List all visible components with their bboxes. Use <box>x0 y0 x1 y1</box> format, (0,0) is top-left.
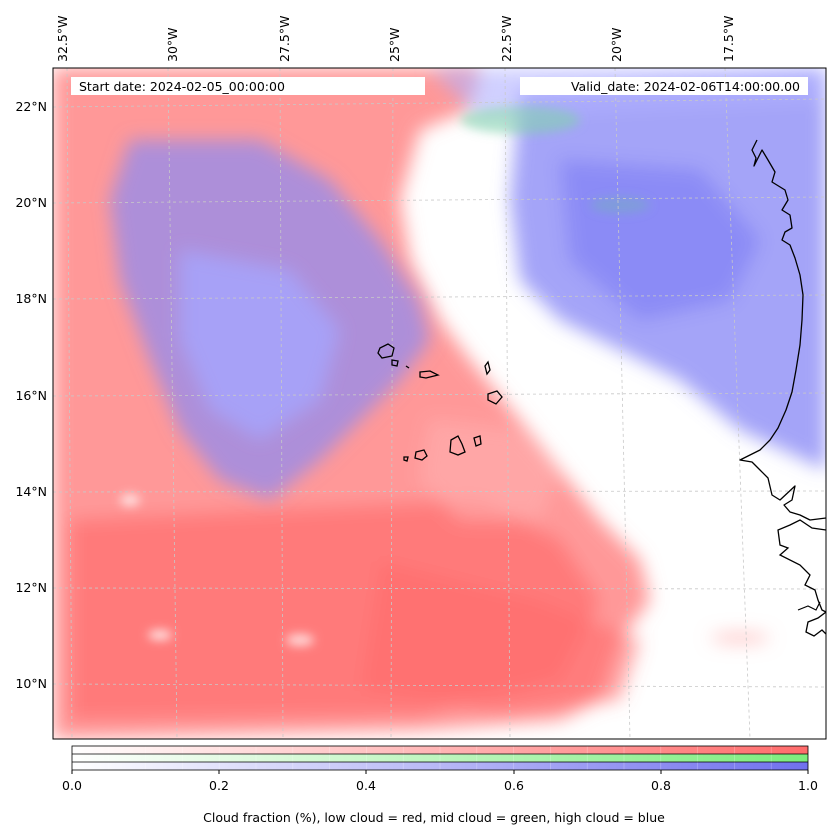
lat-label: 14°N <box>15 484 47 499</box>
island-sal <box>484 360 491 376</box>
colorbar-tick-label: 0.8 <box>651 778 671 793</box>
start-date-box <box>71 77 425 95</box>
lat-label: 10°N <box>15 676 47 691</box>
lon-label: 20°W <box>609 27 624 62</box>
latitude-labels: 22°N 20°N 18°N 16°N 14°N 12°N 10°N <box>15 99 47 691</box>
colorbar-high-cloud <box>72 762 808 770</box>
colorbar-frame <box>71 745 809 771</box>
lat-label: 22°N <box>15 99 47 114</box>
colorbar-tick-label: 0.2 <box>209 778 229 793</box>
colorbar-low-cloud <box>72 746 808 754</box>
island-boa-vista <box>487 390 503 405</box>
colorbar-tick-label: 0.4 <box>356 778 376 793</box>
mid-cloud-layer <box>460 106 650 213</box>
cloud-field <box>53 68 826 739</box>
lon-label: 22.5°W <box>499 16 514 62</box>
lat-label: 18°N <box>15 291 47 306</box>
clear-sky-layer <box>120 494 314 646</box>
valid-date-label: Valid_date: 2024-02-06T14:00:00.00 <box>571 79 800 94</box>
lon-label: 17.5°W <box>721 16 736 62</box>
colorbar-ticks: 0.0 0.2 0.4 0.6 0.8 1.0 <box>62 770 818 793</box>
island-santo-antao <box>377 343 395 359</box>
lat-label: 12°N <box>15 580 47 595</box>
island-maio <box>473 435 482 447</box>
island-brava <box>403 456 409 462</box>
lon-label: 27.5°W <box>277 16 292 62</box>
africa-coastline <box>739 139 826 521</box>
island-sao-nicolau <box>419 370 440 379</box>
colorbar-tick-label: 0.6 <box>504 778 524 793</box>
bissagos-islands <box>797 601 821 611</box>
colorbar: 0.0 0.2 0.4 0.6 0.8 1.0 Cloud fraction (… <box>62 745 818 825</box>
guinea-coastline <box>777 519 826 613</box>
island-sao-vicente <box>391 359 399 367</box>
island-fogo <box>414 449 428 461</box>
colorbar-title: Cloud fraction (%), low cloud = red, mid… <box>203 810 665 825</box>
lon-label: 25°W <box>387 27 402 62</box>
colorbar-tick-label: 0.0 <box>62 778 82 793</box>
map-panel: Start date: 2024-02-05_00:00:00 Valid_da… <box>52 67 827 740</box>
lon-label: 32.5°W <box>55 16 70 62</box>
sierra-leone-coastline <box>805 611 826 637</box>
island-santa-luzia <box>405 365 410 369</box>
valid-date-box <box>520 77 808 95</box>
map-frame <box>52 67 827 740</box>
cape-verde-islands <box>377 343 503 462</box>
colorbar-tick-label: 1.0 <box>798 778 818 793</box>
island-santiago <box>449 435 466 456</box>
lon-label: 30°W <box>165 27 180 62</box>
colorbar-level-lines <box>108 746 772 770</box>
start-date-label: Start date: 2024-02-05_00:00:00 <box>79 79 285 94</box>
longitude-labels: 32.5°W 30°W 27.5°W 25°W 22.5°W 20°W 17.5… <box>55 16 736 62</box>
lat-label: 20°N <box>15 195 47 210</box>
lat-label: 16°N <box>15 388 47 403</box>
gridlines <box>53 68 826 739</box>
colorbar-mid-cloud <box>72 754 808 762</box>
